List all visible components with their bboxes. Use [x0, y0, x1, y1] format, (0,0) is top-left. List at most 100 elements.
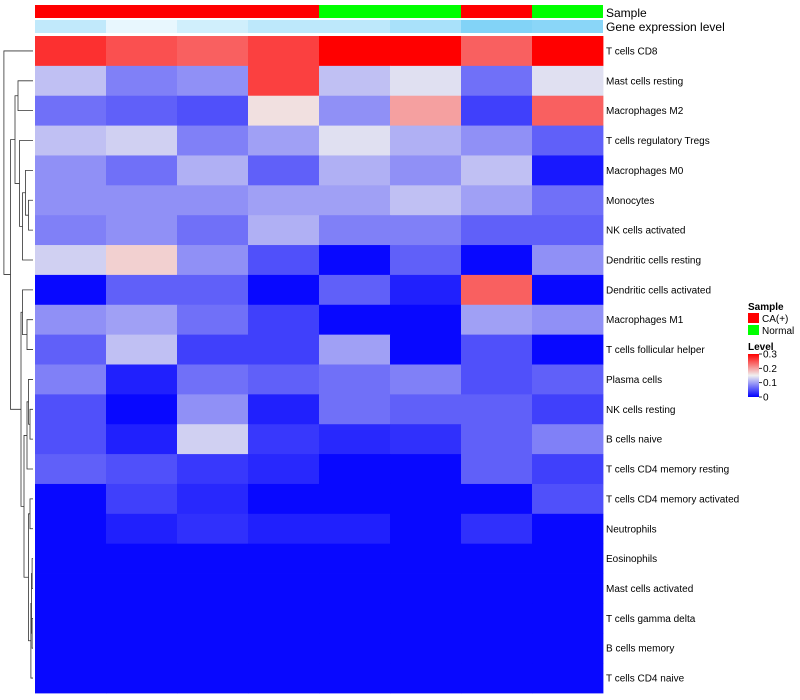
legend-tick-label: 0: [763, 393, 769, 404]
legend-color-bar: [748, 354, 759, 397]
heatmap-cell: [248, 155, 320, 186]
heatmap-cell: [35, 334, 107, 365]
heatmap-cell: [248, 603, 320, 634]
heatmap-cell: [319, 364, 391, 395]
legend: Sample CA(+) Normal Level 0.3 0.2 0.1 0: [748, 302, 794, 404]
expression-annotation-cell: [35, 20, 106, 33]
heatmap-cell: [532, 155, 604, 186]
row-label: Dendritic cells activated: [606, 285, 711, 296]
heatmap-cell: [390, 245, 462, 276]
heatmap-cell: [390, 513, 462, 545]
heatmap-cell: [35, 483, 107, 515]
row-label: B cells memory: [606, 644, 674, 655]
heatmap-cell: [248, 483, 320, 515]
heatmap-cell: [106, 543, 178, 574]
heatmap-cell: [532, 334, 604, 365]
heatmap-cell: [177, 125, 249, 156]
heatmap-cell: [390, 304, 462, 336]
heatmap-cell: [35, 543, 107, 574]
heatmap-cell: [532, 394, 604, 425]
heatmap-cell: [177, 334, 249, 365]
heatmap-cell: [319, 304, 391, 336]
heatmap-cell: [532, 454, 604, 485]
legend-label-ca: CA(+): [762, 314, 788, 325]
dendrogram-branch: [22, 192, 33, 261]
dendrogram-branch: [22, 289, 33, 336]
heatmap-cell: [390, 483, 462, 515]
heatmap-cell: [248, 364, 320, 395]
heatmap-cell: [106, 65, 178, 97]
row-label: Neutrophils: [606, 524, 657, 535]
expression-annotation-cell: [177, 20, 248, 33]
heatmap-cell: [35, 185, 107, 216]
heatmap-cell: [35, 364, 107, 395]
heatmap-cell: [35, 603, 107, 634]
heatmap-cell: [35, 424, 107, 455]
row-dendrogram: [3, 50, 33, 679]
heatmap-cell: [390, 394, 462, 425]
heatmap-cell: [248, 633, 320, 664]
heatmap-cell: [532, 633, 604, 664]
annotation-label-sample: Sample: [606, 6, 647, 20]
heatmap-cell: [319, 603, 391, 634]
heatmap-cell: [106, 95, 178, 126]
dendrogram-branch: [23, 435, 29, 578]
legend-level-title: Level: [748, 342, 774, 353]
heatmap-cell: [461, 155, 533, 186]
heatmap-cell: [461, 95, 533, 126]
sample-annotation-cell: [390, 5, 461, 18]
heatmap-cell: [390, 633, 462, 664]
heatmap-cell: [461, 513, 533, 545]
heatmap-cell: [390, 573, 462, 604]
row-label: Mast cells resting: [606, 76, 683, 87]
heatmap-cell: [461, 424, 533, 455]
heatmap-cell: [319, 155, 391, 186]
heatmap-cell: [106, 573, 178, 604]
heatmap-cell: [532, 65, 604, 97]
heatmap-cell: [106, 185, 178, 216]
heatmap-cell: [106, 245, 178, 276]
row-label: T cells regulatory Tregs: [606, 136, 710, 147]
heatmap-cell: [35, 155, 107, 186]
sample-annotation-cell: [532, 5, 603, 18]
heatmap-cell: [35, 274, 107, 306]
legend-swatch-ca: [748, 313, 759, 323]
heatmap-cell: [35, 245, 107, 276]
expression-annotation-cell: [461, 20, 532, 33]
heatmap-cell: [461, 65, 533, 97]
heatmap-cell: [177, 633, 249, 664]
heatmap-cell: [532, 245, 604, 276]
heatmap-cell: [248, 215, 320, 246]
heatmap-cell: [248, 543, 320, 574]
heatmap-cell: [106, 633, 178, 664]
dendrogram-branch: [29, 498, 33, 530]
heatmap-cell: [532, 95, 604, 126]
row-label: T cells CD4 memory resting: [606, 465, 729, 476]
heatmap-cell: [532, 125, 604, 156]
heatmap-cell: [390, 185, 462, 216]
legend-sample-title: Sample: [748, 302, 784, 313]
legend-tick-label: 0.1: [763, 378, 777, 389]
heatmap-cell: [390, 603, 462, 634]
expression-annotation-cell: [319, 20, 390, 33]
heatmap-cell: [461, 663, 533, 694]
heatmap-cell: [390, 65, 462, 97]
heatmap-cell: [319, 513, 391, 545]
heatmap-cell: [461, 543, 533, 574]
heatmap-cell: [35, 65, 107, 97]
dendrogram-branch: [31, 617, 33, 649]
heatmap-cell: [461, 394, 533, 425]
heatmap-cell: [390, 543, 462, 574]
heatmap-cell: [390, 95, 462, 126]
heatmap-cell: [248, 513, 320, 545]
heatmap-cell: [106, 364, 178, 395]
heatmap-cell: [35, 36, 107, 67]
heatmap-cell: [319, 543, 391, 574]
heatmap-cell: [106, 155, 178, 186]
heatmap-cell: [248, 245, 320, 276]
heatmap-cell: [35, 663, 107, 694]
heatmap-cell: [461, 573, 533, 604]
heatmap-cell: [319, 245, 391, 276]
heatmap-cell: [461, 215, 533, 246]
